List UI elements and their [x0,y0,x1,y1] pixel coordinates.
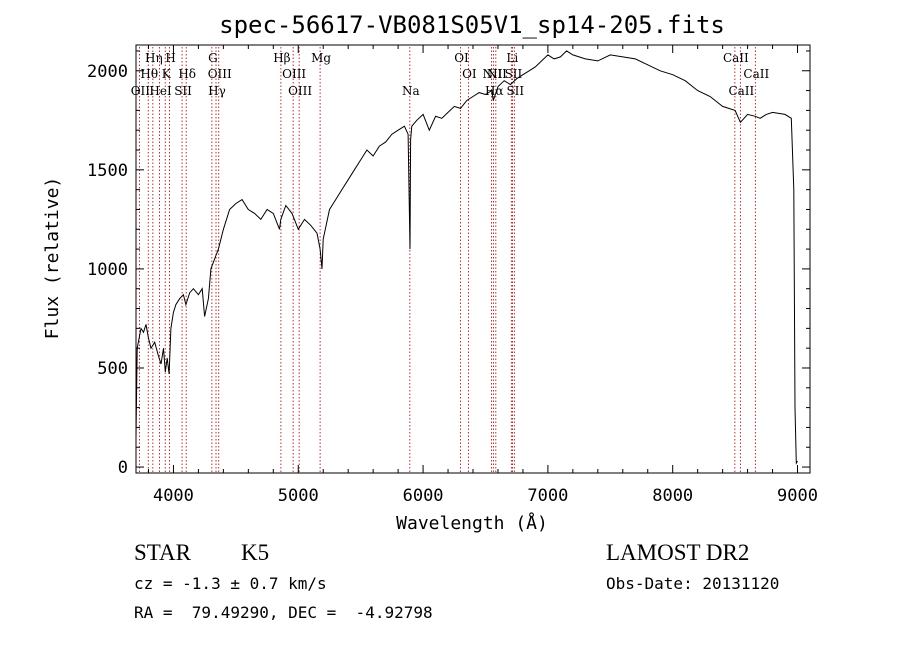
line-label: OII [131,84,151,98]
line-label: OIII [288,84,312,98]
line-label: SII [174,84,192,98]
line-label: CaII [723,51,749,65]
line-label: SII [506,84,524,98]
coordinates-text: RA = 79.49290, DEC = -4.92798 [134,603,433,622]
line-label: Hδ [178,67,196,81]
y-axis-ticks: 0 500 1000 1500 2000 [87,50,810,478]
line-label: Hβ [273,51,290,65]
y-tick-label: 500 [97,359,128,379]
x-tick-label: 4000 [153,486,194,506]
line-label: Hθ [140,67,158,81]
line-label: CaII [728,84,754,98]
redshift-text: cz = -1.3 ± 0.7 km/s [134,574,327,593]
line-label: H [165,51,175,65]
object-class: STAR [134,540,191,565]
survey-name: LAMOST DR2 [606,540,750,565]
line-label: K [162,67,172,81]
chart-title: spec-56617-VB081S05V1_sp14-205.fits [219,11,725,39]
y-tick-label: 0 [118,458,128,478]
x-tick-label: 8000 [652,486,693,506]
plot-frame [135,44,811,474]
y-tick-label: 1000 [87,260,128,280]
observation-date: Obs-Date: 20131120 [606,574,780,593]
line-label: Na [402,84,420,98]
line-label: G [208,51,218,65]
line-label: OIII [208,67,232,81]
line-label: NII [482,67,502,81]
x-tick-label: 7000 [527,486,568,506]
line-label: Hα [485,84,504,98]
spectrum-line [135,50,798,465]
spectral-line-markers [138,47,756,473]
line-label: SII [505,67,523,81]
x-axis-label: Wavelength (Å) [396,512,548,534]
x-tick-label: 6000 [403,486,444,506]
line-label: OI [454,51,469,65]
x-tick-label: 5000 [278,486,319,506]
line-label: CaII [743,67,769,81]
line-label: Hγ [208,84,226,98]
y-tick-label: 2000 [87,62,128,82]
line-label: NII [487,67,507,81]
x-tick-label: 9000 [777,486,818,506]
line-label: OIII [282,67,306,81]
line-label: Mg [311,51,331,65]
line-label: Li [506,51,518,65]
y-tick-label: 1500 [87,161,128,181]
line-label: HeI [149,84,172,98]
line-label: Hη [145,51,163,65]
line-label: OI [462,67,477,81]
object-subclass: K5 [241,540,270,565]
y-axis-label: Flux (relative) [42,177,63,340]
x-axis-ticks: 4000 5000 6000 7000 8000 9000 [147,45,818,506]
